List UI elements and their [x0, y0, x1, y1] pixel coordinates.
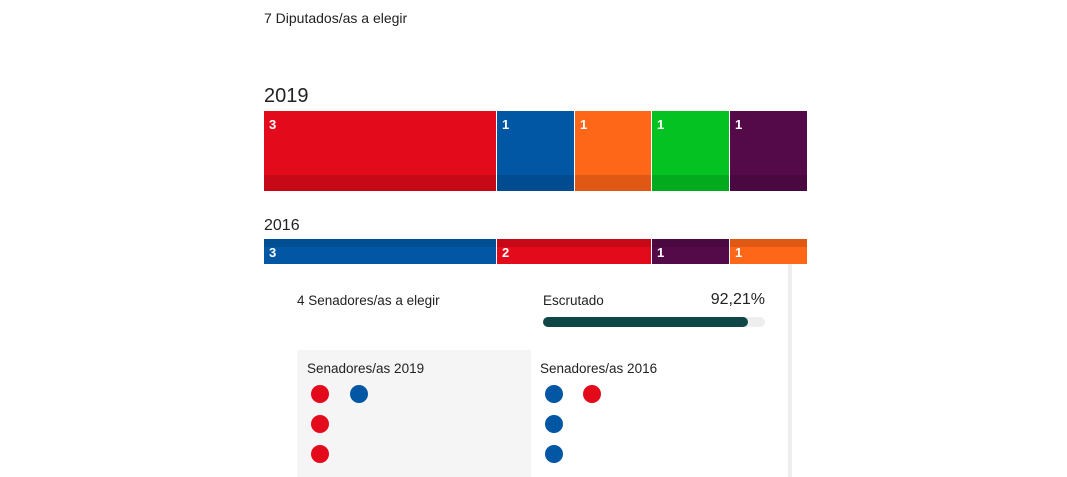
seat-count: 1: [657, 245, 665, 260]
seat-count: 1: [657, 117, 665, 132]
scrutiny-progress-fill: [543, 317, 748, 327]
seat-count: 1: [580, 117, 588, 132]
seat-count: 1: [735, 245, 743, 260]
seat-count: 1: [502, 117, 510, 132]
senator-seat-dot[interactable]: [545, 445, 563, 463]
scrutiny-label: Escrutado: [543, 293, 604, 308]
seat-segment[interactable]: 1: [497, 111, 575, 191]
senator-seat-dot[interactable]: [311, 445, 329, 463]
seat-segment[interactable]: 3: [264, 239, 497, 264]
seat-bar-2019: 3 1 1 1 1: [264, 111, 807, 191]
seat-count: 3: [269, 117, 277, 132]
senators-2019-title: Senadores/as 2019: [307, 361, 425, 376]
senators-2019-box: [297, 350, 531, 477]
panel-edge: [788, 264, 792, 477]
senator-seat-dot[interactable]: [311, 415, 329, 433]
seat-segment[interactable]: 2: [497, 239, 652, 264]
seat-segment[interactable]: 1: [730, 111, 807, 191]
senator-seat-dot[interactable]: [311, 385, 329, 403]
scrutiny-progress-bar: [543, 317, 765, 327]
senators-2016-title: Senadores/as 2016: [540, 361, 658, 376]
seat-count: 2: [502, 245, 510, 260]
scrutiny-value: 92,21%: [710, 291, 765, 308]
senator-seat-dot[interactable]: [545, 415, 563, 433]
year-2016-heading: 2016: [264, 217, 300, 234]
senator-seat-dot[interactable]: [545, 385, 563, 403]
seat-segment[interactable]: 1: [652, 239, 730, 264]
seat-segment[interactable]: 1: [652, 111, 730, 191]
seat-count: 1: [735, 117, 743, 132]
seat-segment[interactable]: 1: [575, 111, 652, 191]
senator-seat-dot[interactable]: [583, 385, 601, 403]
deputies-to-elect-title: 7 Diputados/as a elegir: [264, 10, 408, 26]
seat-segment[interactable]: 1: [730, 239, 807, 264]
year-2019-heading: 2019: [264, 85, 309, 107]
senator-seat-dot[interactable]: [350, 385, 368, 403]
seat-count: 3: [269, 245, 277, 260]
seat-segment[interactable]: 3: [264, 111, 497, 191]
senators-to-elect-title: 4 Senadores/as a elegir: [297, 293, 440, 308]
seat-bar-2016: 3 2 1 1: [264, 239, 807, 264]
